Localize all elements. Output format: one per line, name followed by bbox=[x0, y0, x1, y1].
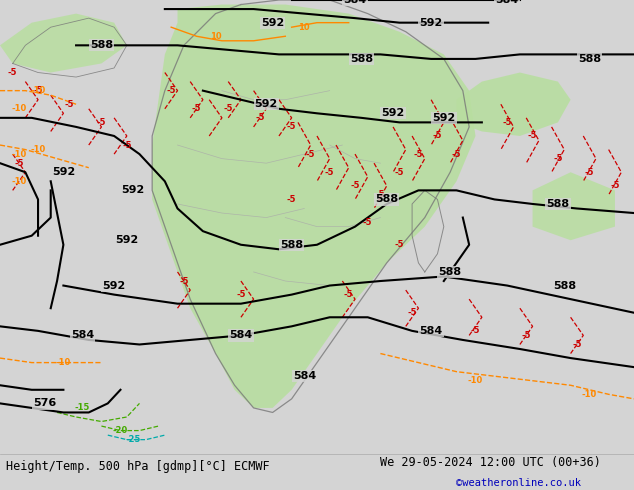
Text: 584: 584 bbox=[230, 330, 252, 341]
Text: -10: -10 bbox=[30, 145, 46, 154]
Text: 588: 588 bbox=[547, 199, 569, 209]
Text: ©weatheronline.co.uk: ©weatheronline.co.uk bbox=[456, 478, 581, 488]
Text: -5: -5 bbox=[344, 290, 353, 299]
Text: 10: 10 bbox=[299, 23, 310, 32]
Text: 588: 588 bbox=[375, 195, 398, 204]
Text: -5: -5 bbox=[287, 195, 296, 204]
Text: -5: -5 bbox=[179, 276, 188, 286]
Text: -5: -5 bbox=[65, 100, 74, 109]
Polygon shape bbox=[533, 172, 615, 240]
Text: 588: 588 bbox=[280, 240, 303, 250]
Text: -10: -10 bbox=[11, 149, 27, 159]
Text: -5: -5 bbox=[408, 308, 417, 317]
Text: 592: 592 bbox=[261, 18, 284, 27]
Text: -5: -5 bbox=[97, 118, 106, 127]
Text: -5: -5 bbox=[553, 154, 562, 163]
Text: 592: 592 bbox=[255, 99, 278, 109]
Text: -5: -5 bbox=[8, 68, 17, 77]
Text: 592: 592 bbox=[52, 167, 75, 177]
Text: -5: -5 bbox=[414, 149, 423, 159]
Text: -10: -10 bbox=[582, 390, 597, 399]
Text: -5: -5 bbox=[611, 181, 619, 190]
Text: -15: -15 bbox=[75, 403, 90, 413]
Text: 592: 592 bbox=[420, 18, 443, 27]
Text: -5: -5 bbox=[122, 141, 131, 149]
Text: -5: -5 bbox=[306, 149, 315, 159]
Text: -5: -5 bbox=[528, 131, 537, 141]
Text: -5: -5 bbox=[363, 218, 372, 226]
Text: 588: 588 bbox=[553, 281, 576, 291]
Text: -5: -5 bbox=[503, 118, 512, 127]
Text: Height/Temp. 500 hPa [gdmp][°C] ECMWF: Height/Temp. 500 hPa [gdmp][°C] ECMWF bbox=[6, 460, 270, 473]
Text: -5: -5 bbox=[433, 131, 442, 141]
Text: 588: 588 bbox=[90, 40, 113, 50]
Text: -5: -5 bbox=[351, 181, 359, 190]
Text: We 29-05-2024 12:00 UTC (00+36): We 29-05-2024 12:00 UTC (00+36) bbox=[380, 456, 601, 469]
Text: -5: -5 bbox=[224, 104, 233, 113]
Text: 592: 592 bbox=[382, 108, 404, 118]
Polygon shape bbox=[0, 14, 127, 73]
Text: -10: -10 bbox=[11, 177, 27, 186]
Text: 576: 576 bbox=[33, 398, 56, 408]
Text: -25: -25 bbox=[126, 435, 141, 444]
Text: -10: -10 bbox=[468, 376, 483, 385]
Text: 592: 592 bbox=[103, 281, 126, 291]
Text: -5: -5 bbox=[287, 122, 296, 131]
Text: -10: -10 bbox=[56, 358, 71, 367]
Text: -5: -5 bbox=[34, 86, 42, 95]
Text: 584: 584 bbox=[496, 0, 519, 5]
Text: -5: -5 bbox=[573, 340, 581, 349]
Text: 588: 588 bbox=[350, 54, 373, 64]
Text: -5: -5 bbox=[471, 326, 480, 335]
Polygon shape bbox=[456, 73, 571, 136]
Text: 584: 584 bbox=[293, 371, 316, 381]
Text: 584: 584 bbox=[420, 326, 443, 336]
Text: -10: -10 bbox=[11, 104, 27, 113]
Text: 592: 592 bbox=[122, 185, 145, 196]
Text: -5: -5 bbox=[167, 86, 176, 95]
Text: -5: -5 bbox=[395, 240, 404, 249]
Text: -5: -5 bbox=[15, 159, 23, 168]
Polygon shape bbox=[152, 4, 476, 408]
Text: 584: 584 bbox=[344, 0, 366, 5]
Text: 584: 584 bbox=[71, 330, 94, 341]
Text: 592: 592 bbox=[115, 235, 138, 245]
Text: 588: 588 bbox=[439, 267, 462, 277]
Text: -5: -5 bbox=[376, 191, 385, 199]
Text: 588: 588 bbox=[578, 54, 601, 64]
Text: -5: -5 bbox=[452, 149, 461, 159]
Text: 10: 10 bbox=[210, 32, 221, 41]
Text: -5: -5 bbox=[236, 290, 245, 299]
Text: -10: -10 bbox=[30, 86, 46, 95]
Text: -5: -5 bbox=[522, 331, 531, 340]
Text: 592: 592 bbox=[432, 113, 455, 123]
Text: -5: -5 bbox=[325, 168, 334, 177]
Text: -20: -20 bbox=[113, 426, 128, 435]
Text: -5: -5 bbox=[256, 113, 264, 122]
Text: -5: -5 bbox=[192, 104, 201, 113]
Text: -5: -5 bbox=[585, 168, 594, 177]
Text: -5: -5 bbox=[395, 168, 404, 177]
